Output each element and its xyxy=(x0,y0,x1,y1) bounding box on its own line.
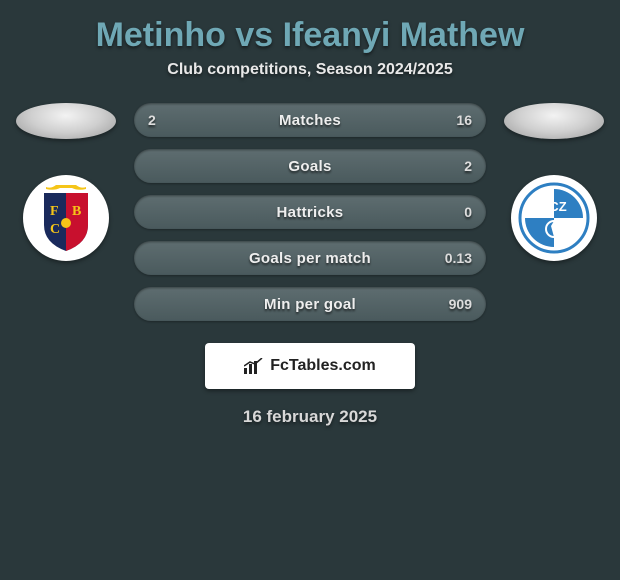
chart-icon xyxy=(244,358,264,374)
stat-row-goals-per-match: Goals per match 0.13 xyxy=(134,241,486,275)
stat-right-value: 0 xyxy=(464,204,472,220)
stat-left-value: 2 xyxy=(148,112,156,128)
stat-label: Hattricks xyxy=(277,204,344,221)
stat-row-goals: Goals 2 xyxy=(134,149,486,183)
page-title: Metinho vs Ifeanyi Mathew xyxy=(0,0,620,61)
zurich-crest-icon: FCZ xyxy=(517,181,591,255)
right-club-badge: FCZ xyxy=(511,175,597,261)
stat-label: Min per goal xyxy=(264,296,356,313)
brand-link[interactable]: FcTables.com xyxy=(205,343,415,389)
stat-right-value: 2 xyxy=(464,158,472,174)
stat-label: Matches xyxy=(279,112,341,129)
right-player-avatar xyxy=(504,103,604,139)
stat-label: Goals xyxy=(288,158,331,175)
left-club-badge: F C B xyxy=(23,175,109,261)
right-player-col: FCZ xyxy=(504,103,604,261)
svg-text:FCZ: FCZ xyxy=(541,199,566,214)
stat-label: Goals per match xyxy=(249,250,371,267)
stat-right-value: 16 xyxy=(456,112,472,128)
stat-row-hattricks: Hattricks 0 xyxy=(134,195,486,229)
subtitle: Club competitions, Season 2024/2025 xyxy=(0,61,620,103)
svg-text:C: C xyxy=(50,222,60,237)
svg-text:B: B xyxy=(72,204,81,219)
left-player-avatar xyxy=(16,103,116,139)
left-player-col: F C B xyxy=(16,103,116,261)
basel-crest-icon: F C B xyxy=(36,183,96,253)
stat-row-min-per-goal: Min per goal 909 xyxy=(134,287,486,321)
brand-text: FcTables.com xyxy=(270,357,376,375)
stats-column: 2 Matches 16 Goals 2 Hattricks 0 Goals p… xyxy=(134,103,486,321)
svg-text:F: F xyxy=(50,204,59,219)
stat-right-value: 909 xyxy=(449,296,472,312)
comparison-container: F C B 2 Matches 16 Goals 2 Hattricks 0 G… xyxy=(0,103,620,321)
stat-row-matches: 2 Matches 16 xyxy=(134,103,486,137)
stat-right-value: 0.13 xyxy=(445,250,472,266)
date-text: 16 february 2025 xyxy=(0,407,620,427)
